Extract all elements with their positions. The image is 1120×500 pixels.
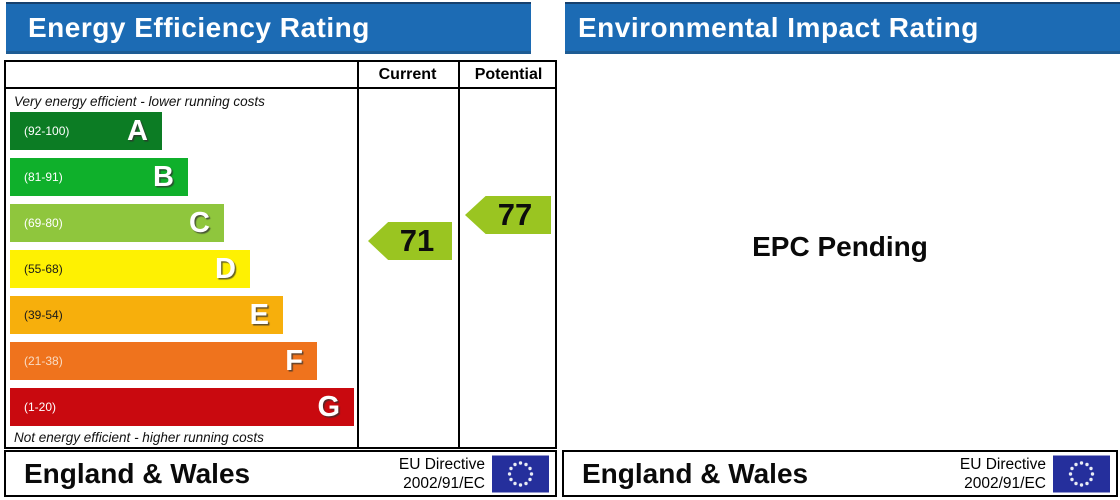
eu-directive-line2: 2002/91/EC bbox=[403, 474, 485, 492]
band-letter: B bbox=[153, 161, 174, 193]
band-letter: C bbox=[189, 207, 210, 239]
current-column-header: Current bbox=[378, 65, 437, 83]
band-range-label: (1-20) bbox=[24, 400, 57, 414]
epc-pending-status: EPC Pending bbox=[752, 231, 928, 262]
bottom-note: Not energy efficient - higher running co… bbox=[14, 430, 264, 445]
rating-band-row-g: (1-20) G bbox=[10, 388, 355, 426]
energy-efficiency-title: Energy Efficiency Rating bbox=[28, 11, 370, 43]
eu-directive-label: EU Directive 2002/91/EC bbox=[960, 455, 1046, 493]
rating-band-bar: (39-54) E bbox=[10, 296, 283, 334]
potential-rating-value: 77 bbox=[497, 197, 533, 232]
rating-band-bar: (92-100) A bbox=[10, 112, 162, 150]
top-note: Very energy efficient - lower running co… bbox=[14, 94, 265, 109]
rating-band-bar: (55-68) D bbox=[10, 250, 250, 288]
energy-efficiency-header: Energy Efficiency Rating bbox=[6, 2, 531, 54]
footer-left: England & Wales EU Directive 2002/91/EC bbox=[4, 450, 557, 497]
eu-flag-icon bbox=[1053, 455, 1110, 492]
band-letter: F bbox=[285, 345, 303, 377]
band-range-label: (39-54) bbox=[24, 308, 63, 322]
rating-band-bar: (1-20) G bbox=[10, 388, 354, 426]
current-rating-value: 71 bbox=[399, 223, 435, 258]
region-label: England & Wales bbox=[24, 457, 251, 489]
potential-rating-arrow: 77 bbox=[465, 196, 551, 234]
rating-band-row-a: (92-100) A bbox=[10, 112, 355, 150]
header-row-divider bbox=[6, 87, 555, 89]
environmental-impact-title: Environmental Impact Rating bbox=[578, 11, 979, 43]
rating-band-row-d: (55-68) D bbox=[10, 250, 355, 288]
eu-directive-line1: EU Directive bbox=[959, 455, 1046, 473]
footer-right: England & Wales EU Directive 2002/91/EC bbox=[562, 450, 1118, 497]
bands-container: (92-100) A (81-91) B (69-80) C (55-68) D… bbox=[10, 112, 355, 434]
environmental-impact-header: Environmental Impact Rating bbox=[565, 2, 1120, 54]
band-letter: G bbox=[317, 391, 340, 423]
band-range-label: (55-68) bbox=[24, 262, 63, 276]
band-letter: E bbox=[249, 299, 269, 331]
band-range-label: (69-80) bbox=[24, 216, 63, 230]
rating-band-bar: (81-91) B bbox=[10, 158, 188, 196]
eu-directive-label: EU Directive 2002/91/EC bbox=[399, 455, 485, 493]
rating-band-row-b: (81-91) B bbox=[10, 158, 355, 196]
rating-band-row-e: (39-54) E bbox=[10, 296, 355, 334]
eu-directive-line1: EU Directive bbox=[398, 455, 485, 473]
rating-band-bar: (21-38) F bbox=[10, 342, 317, 380]
column-divider bbox=[458, 62, 460, 447]
potential-column-header: Potential bbox=[474, 65, 543, 83]
band-range-label: (81-91) bbox=[24, 170, 63, 184]
band-range-label: (21-38) bbox=[24, 354, 63, 368]
rating-band-row-c: (69-80) C bbox=[10, 204, 355, 242]
current-rating-arrow: 71 bbox=[368, 222, 452, 260]
column-divider bbox=[357, 62, 359, 447]
rating-band-bar: (69-80) C bbox=[10, 204, 224, 242]
band-range-label: (92-100) bbox=[24, 124, 70, 138]
band-letter: D bbox=[215, 253, 236, 285]
eu-directive-line2: 2002/91/EC bbox=[964, 474, 1046, 492]
band-letter: A bbox=[127, 115, 148, 147]
eu-flag-icon bbox=[492, 455, 549, 492]
rating-band-row-f: (21-38) F bbox=[10, 342, 355, 380]
energy-rating-table: Current Potential Very energy efficient … bbox=[4, 60, 557, 449]
region-label: England & Wales bbox=[582, 457, 809, 489]
